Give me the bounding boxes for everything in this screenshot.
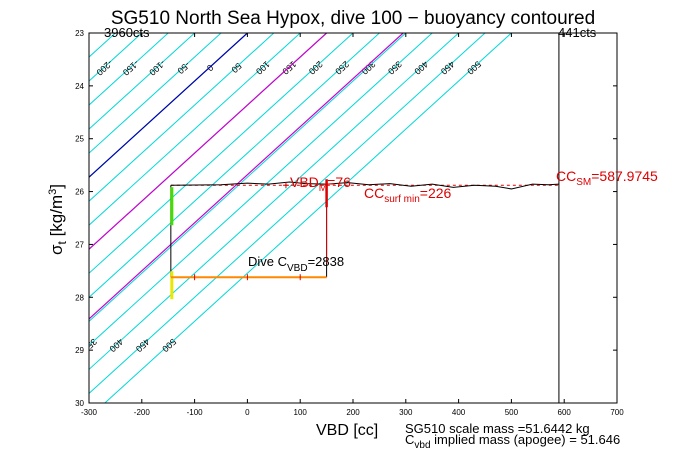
contour-label-upper: -300	[42, 58, 62, 78]
cc-sm-value: =587.9745	[591, 168, 658, 184]
contour-line	[89, 33, 354, 274]
surface-trace	[170, 181, 559, 190]
cc-surf-min-main: CC	[364, 185, 384, 201]
contour-label-upper: -400	[0, 58, 9, 78]
y-axis-label-sub: t	[55, 241, 69, 245]
x-tick-label: 100	[294, 408, 308, 417]
x-tick-label: 200	[346, 408, 360, 417]
x-tick-label: 300	[399, 408, 413, 417]
y-tick-label: 26	[75, 188, 84, 197]
x-tick-label: 0	[245, 408, 250, 417]
highlight-contour-line	[89, 33, 248, 178]
footer-scale-mass: SG510 scale mass =51.6442 kg	[405, 421, 590, 436]
contour-label-upper: -350	[15, 58, 35, 78]
cc-sm-sub: SM	[576, 177, 591, 188]
vbd-annotation-main: VBD	[290, 174, 319, 190]
footer-implied-rest: implied mass (apogee) = 51.646	[431, 432, 621, 447]
footer-implied-main: C	[405, 432, 414, 447]
dive-cvbd-sub: VBD	[287, 263, 308, 274]
y-tick-label: 28	[75, 293, 84, 302]
y-axis-label-rest: [kg/m	[47, 195, 66, 241]
cc-surf-min-value: =226	[420, 185, 452, 201]
dive-cvbd-main: Dive C	[248, 254, 287, 269]
contour-label-upper: 0	[205, 62, 215, 73]
highlight-contours	[89, 33, 404, 320]
dive-cvbd-value: =2838	[308, 254, 345, 269]
footer-implied-sub: vbd	[414, 440, 430, 451]
contour-label-upper: -250	[68, 58, 88, 78]
y-tick-label: 29	[75, 346, 84, 355]
cc-sm-annotation: CCSM=587.9745	[556, 168, 658, 188]
contour-line	[89, 33, 195, 130]
contour-label-upper: 50	[229, 61, 243, 75]
x-tick-label: 700	[610, 408, 624, 417]
x-tick-label: 500	[505, 408, 519, 417]
contour-line	[89, 33, 407, 322]
plot-area	[89, 33, 617, 403]
x-tick-label: -300	[81, 408, 98, 417]
y-axis-label-end: ]	[47, 184, 66, 189]
x-axis-label: VBD [cc]	[316, 422, 378, 439]
contour-line	[89, 33, 301, 226]
cc-surf-min-annotation: CCsurf min=226	[364, 185, 452, 205]
cc-surf-min-sub: surf min	[384, 194, 420, 205]
vbd-min-counts-label: 3960cts	[104, 25, 150, 40]
highlight-contour-line	[89, 33, 328, 251]
contour-line	[89, 33, 380, 298]
y-tick-label: 25	[75, 135, 84, 144]
x-axis-ticks: -300 -200 -100 0 100 200 300 400 500 600 700	[81, 33, 624, 417]
y-tick-label: 30	[75, 399, 84, 408]
contour-line	[89, 33, 486, 395]
dive-trace-group	[170, 33, 560, 403]
contour-line	[89, 33, 433, 347]
contour-label-lower: 250	[28, 337, 46, 355]
contour-label-lower: 200	[2, 337, 20, 355]
vbd-annotation: VBDM=76	[290, 174, 351, 194]
contour-line	[89, 33, 169, 106]
contour-label-lower: 300	[55, 337, 73, 355]
x-tick-label: -100	[187, 408, 204, 417]
chart-title: SG510 North Sea Hypox, dive 100 − buoyan…	[111, 8, 595, 29]
y-axis-ticks: 23 24 25 26 27 28 29 30	[75, 29, 617, 408]
contour-line	[0, 33, 10, 403]
highlight-contour-line	[89, 33, 404, 320]
vbd-annotation-sub: M	[319, 183, 327, 194]
contour-line	[89, 33, 459, 371]
contour-line	[0, 33, 36, 403]
cc-sm-main: CC	[556, 168, 576, 184]
x-tick-label: 600	[558, 408, 572, 417]
dive-cvbd-annotation: Dive CVBD=2838	[248, 254, 344, 274]
y-axis-label: σt [kg/m3]	[47, 184, 69, 255]
y-tick-label: 23	[75, 29, 84, 38]
x-tick-label: -200	[134, 408, 151, 417]
contour-label-lower: 350	[81, 337, 99, 355]
contour-line	[89, 33, 275, 202]
contour-line	[104, 33, 512, 403]
y-tick-label: 24	[75, 82, 84, 91]
contour-line	[89, 33, 222, 154]
y-axis-label-main: σ	[47, 244, 66, 255]
vbd-max-counts-label: 441cts	[558, 25, 597, 40]
x-tick-label: 400	[452, 408, 466, 417]
y-axis-label-sup: 3	[47, 189, 59, 195]
footer-implied-mass: Cvbd implied mass (apogee) = 51.646	[405, 432, 620, 451]
y-tick-label: 27	[75, 240, 84, 249]
vbd-annotation-value: =76	[327, 174, 351, 190]
